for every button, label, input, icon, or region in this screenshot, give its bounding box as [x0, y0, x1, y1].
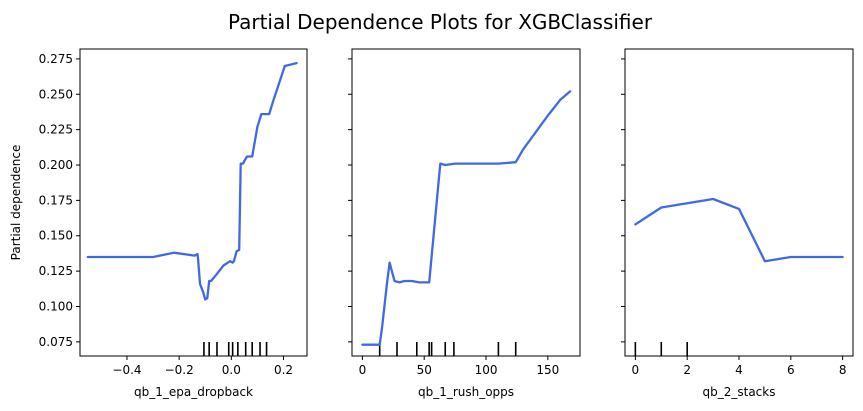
y-tick-label: 0.125	[39, 264, 73, 278]
panel-3: 0 2 4 6 8 qb_2_stacks	[621, 48, 854, 399]
rug-marks	[634, 342, 688, 356]
rug-marks	[203, 342, 268, 356]
axes-frame	[624, 48, 854, 357]
x-tick-label: −0.4	[112, 363, 141, 377]
figure-title: Partial Dependence Plots for XGBClassifi…	[228, 10, 653, 34]
y-tick-label: 0.200	[39, 158, 73, 172]
y-axis	[621, 58, 625, 343]
x-axis-label: qb_1_epa_dropback	[134, 385, 253, 399]
y-tick-label: 0.175	[39, 193, 73, 207]
x-tick-label: 50	[417, 363, 432, 377]
x-axis: 0 50 100 150	[359, 356, 559, 377]
x-tick-label: 8	[839, 363, 847, 377]
x-axis-label: qb_1_rush_opps	[418, 385, 514, 399]
x-axis: 0 2 4 6 8	[632, 356, 847, 377]
x-tick-label: 6	[787, 363, 795, 377]
x-tick-label: 0	[632, 363, 640, 377]
y-tick-label: 0.250	[39, 87, 73, 101]
x-tick-label: 0.0	[222, 363, 241, 377]
y-tick-label: 0.225	[39, 123, 73, 137]
axes-frame	[351, 48, 581, 357]
x-axis-label: qb_2_stacks	[703, 385, 776, 399]
y-tick-label: 0.075	[39, 335, 73, 349]
y-tick-label: 0.275	[39, 52, 73, 66]
x-axis: −0.4 −0.2 0.0 0.2	[112, 356, 293, 377]
x-tick-label: 4	[735, 363, 743, 377]
pd-line-series	[634, 197, 844, 263]
pd-line-series	[361, 90, 572, 346]
y-axis-label: Partial dependence	[9, 145, 23, 261]
y-axis	[348, 58, 352, 343]
rug-marks	[378, 342, 517, 356]
panel-1: 0.075 0.100 0.125 0.150 0.175 0.200 0.225 0.250…	[9, 48, 308, 399]
x-tick-label: 0	[359, 363, 367, 377]
y-axis: 0.075 0.100 0.125 0.150 0.175 0.200 0.225 0.250…	[39, 52, 80, 349]
x-tick-label: 0.2	[274, 363, 293, 377]
x-tick-label: 100	[475, 363, 498, 377]
y-tick-label: 0.100	[39, 299, 73, 313]
y-tick-label: 0.150	[39, 229, 73, 243]
pd-line-series	[86, 61, 298, 301]
axes-frame	[79, 48, 308, 357]
x-tick-label: 150	[536, 363, 559, 377]
x-tick-label: −0.2	[165, 363, 194, 377]
panel-2: 0 50 100 150 qb_1_rush_opps	[348, 48, 581, 399]
x-tick-label: 2	[683, 363, 691, 377]
